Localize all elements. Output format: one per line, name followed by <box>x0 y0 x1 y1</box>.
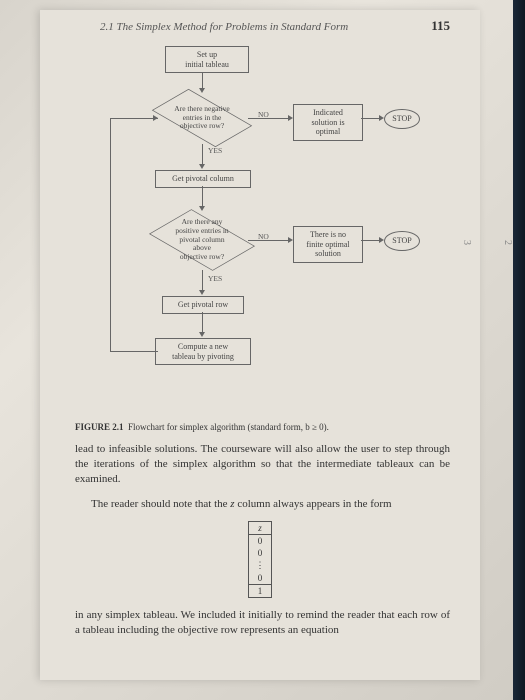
z-row: ⋮ <box>249 559 271 572</box>
node-stop-2: STOP <box>384 231 420 251</box>
book-page: 2.1 The Simplex Method for Problems in S… <box>40 10 480 680</box>
node-decision-negative: Are there negative entries in the object… <box>157 92 247 144</box>
edge-label-yes: YES <box>208 146 222 155</box>
edge-tabs: 2 3 <box>491 240 513 245</box>
edge-label-yes: YES <box>208 274 222 283</box>
z-header: z <box>249 522 271 535</box>
edge <box>361 240 381 241</box>
edge <box>202 186 203 208</box>
edge <box>248 118 290 119</box>
paragraph-3: in any simplex tableau. We included it i… <box>75 608 450 638</box>
node-get-row: Get pivotal row <box>162 296 244 314</box>
tab-3: 3 <box>461 240 472 245</box>
node-setup: Set up initial tableau <box>165 46 249 73</box>
arrow-head-icon <box>199 164 205 169</box>
z-row: 0 <box>249 547 271 559</box>
node-no-finite: There is no finite optimal solution <box>293 226 363 263</box>
z-row: 0 <box>249 572 271 584</box>
z-row: 0 <box>249 535 271 547</box>
flowchart: Set up initial tableau Are there negativ… <box>80 46 440 416</box>
caption-label: FIGURE 2.1 <box>75 422 124 432</box>
node-compute: Compute a new tableau by pivoting <box>155 338 251 365</box>
edge <box>248 240 290 241</box>
node-optimal: Indicated solution is optimal <box>293 104 363 141</box>
node-stop-1: STOP <box>384 109 420 129</box>
arrow-head-icon <box>199 290 205 295</box>
page-header: 2.1 The Simplex Method for Problems in S… <box>40 10 480 38</box>
z-footer: 1 <box>249 584 271 597</box>
edge-loopback <box>110 118 158 352</box>
figure-caption: FIGURE 2.1 Flowchart for simplex algorit… <box>75 422 450 432</box>
node-decision-positive: Are there any positive entries in pivota… <box>157 210 247 270</box>
edge <box>202 144 203 166</box>
edge <box>202 312 203 334</box>
z-column-table: z 0 0 ⋮ 0 1 <box>248 521 272 598</box>
page-number: 115 <box>431 18 450 34</box>
section-title: 2.1 The Simplex Method for Problems in S… <box>100 21 348 33</box>
edge <box>202 270 203 292</box>
arrow-head-icon <box>153 115 158 121</box>
paragraph-2: The reader should note that the z column… <box>75 497 450 512</box>
caption-text: Flowchart for simplex algorithm (standar… <box>128 422 329 432</box>
node-get-column: Get pivotal column <box>155 170 251 188</box>
tab-2: 2 <box>502 240 513 245</box>
arrow-head-icon <box>199 332 205 337</box>
paragraph-1: lead to infeasible solutions. The course… <box>75 442 450 487</box>
edge <box>361 118 381 119</box>
book-spine <box>513 0 525 700</box>
